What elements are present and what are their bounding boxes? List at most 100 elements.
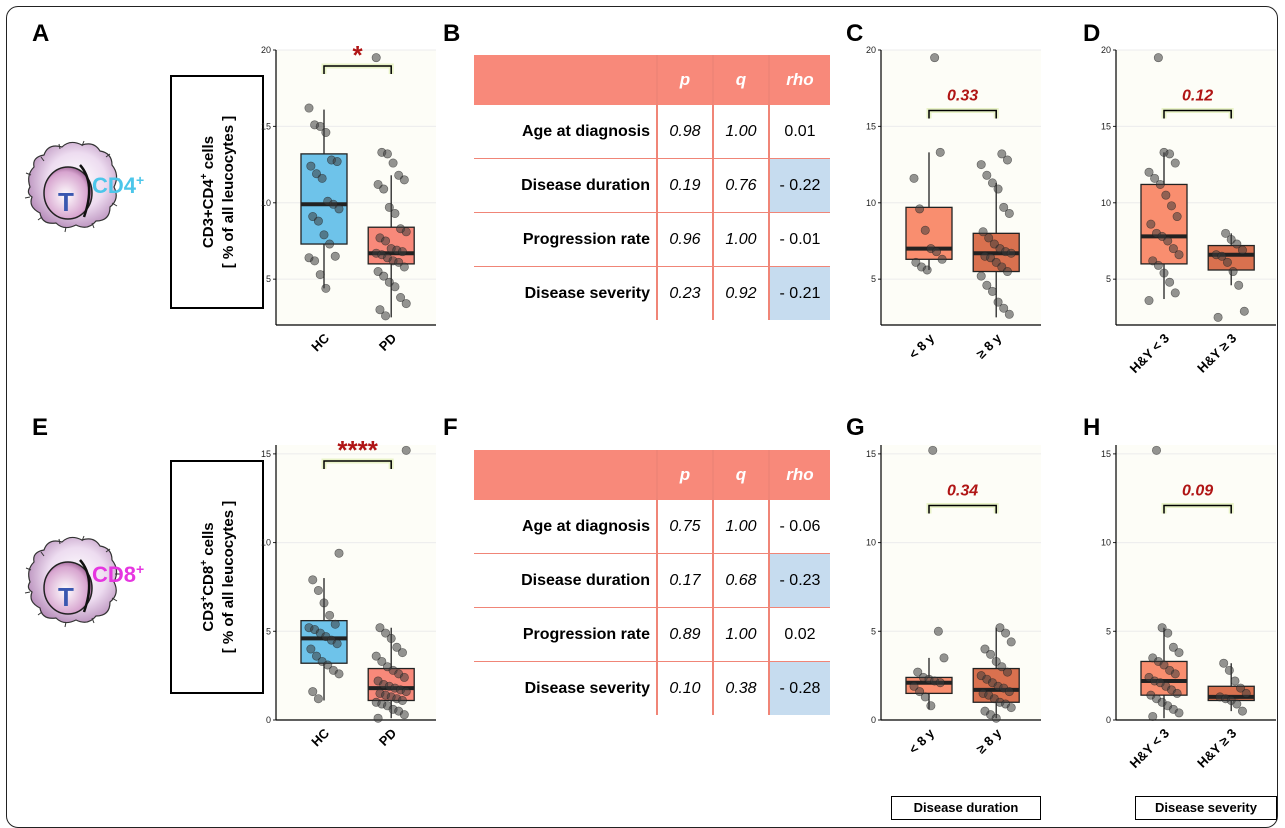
- table-row: Age at diagnosis 0.75 1.00 - 0.06: [474, 500, 830, 554]
- y-tick-label: 5: [1106, 626, 1111, 636]
- data-point: [401, 445, 411, 455]
- data-point: [976, 271, 986, 281]
- panel-label-f: F: [443, 414, 458, 441]
- panel-label-c: C: [846, 20, 864, 47]
- data-point: [382, 149, 392, 159]
- data-point: [381, 628, 391, 638]
- data-point: [313, 694, 323, 704]
- data-point: [1006, 637, 1016, 647]
- data-point: [1155, 179, 1165, 189]
- data-point: [401, 299, 411, 309]
- header-q: q: [712, 55, 769, 105]
- data-point: [308, 575, 318, 585]
- q-value: 0.38: [712, 661, 769, 715]
- y-tick-label: 15: [261, 449, 271, 459]
- data-point: [1232, 239, 1242, 249]
- data-point: [982, 170, 992, 180]
- data-point: [922, 265, 932, 275]
- correlation-table-f: p q rho Age at diagnosis 0.75 1.00 - 0.0…: [474, 450, 830, 715]
- rho-value: - 0.22: [768, 158, 830, 213]
- x-tick-label: HC: [308, 330, 332, 354]
- panel-label-b: B: [443, 20, 461, 47]
- data-point: [997, 149, 1007, 159]
- x-tick-label: H&Y ≥ 3: [1194, 331, 1239, 376]
- data-point: [1224, 665, 1234, 675]
- data-point: [987, 286, 997, 296]
- data-point: [396, 293, 406, 303]
- header-q: q: [712, 450, 769, 500]
- y-tick-label: 10: [866, 538, 876, 548]
- data-point: [980, 644, 990, 654]
- data-point: [1170, 288, 1180, 298]
- data-point: [1001, 628, 1011, 638]
- row-label: Age at diagnosis: [474, 105, 657, 159]
- header-label-cell: [474, 450, 657, 500]
- y-tick-label: 20: [261, 45, 271, 55]
- significance-bracket: [928, 109, 997, 119]
- data-point: [325, 610, 335, 620]
- data-point: [915, 687, 925, 697]
- data-point: [1165, 149, 1175, 159]
- data-point: [319, 598, 329, 608]
- data-point: [397, 648, 407, 658]
- row-label: Progression rate: [474, 607, 657, 662]
- data-point: [1002, 667, 1012, 677]
- y-tick-label: 10: [261, 538, 271, 548]
- x-tick-label: < 8 y: [906, 330, 938, 362]
- data-point: [397, 695, 407, 705]
- header-rho: rho: [768, 450, 830, 500]
- data-point: [384, 202, 394, 212]
- y-tick-label: 5: [266, 274, 271, 284]
- y-tick-label: 5: [266, 626, 271, 636]
- data-point: [388, 158, 398, 168]
- data-point: [937, 254, 947, 264]
- significance-label: 0.33: [947, 88, 978, 105]
- data-point: [1230, 676, 1240, 686]
- data-point: [930, 53, 940, 63]
- data-point: [1002, 267, 1012, 277]
- data-point: [933, 626, 943, 636]
- y-tick-label: 10: [1101, 198, 1111, 208]
- rho-value: - 0.23: [768, 553, 830, 608]
- data-point: [1006, 703, 1016, 713]
- data-point: [334, 548, 344, 558]
- x-tick-label: H&Y ≥ 3: [1194, 726, 1239, 771]
- data-point: [325, 239, 335, 249]
- table-row: Progression rate 0.96 1.00 - 0.01: [474, 212, 830, 267]
- data-point: [1159, 660, 1169, 670]
- y-tick-label: 5: [1106, 274, 1111, 284]
- x-tick-label: PD: [376, 726, 399, 749]
- data-point: [1170, 669, 1180, 679]
- data-point: [935, 147, 945, 157]
- table-row: Age at diagnosis 0.98 1.00 0.01: [474, 105, 830, 159]
- cd4-marker-label: CD4+: [92, 172, 144, 198]
- boxplot-cd4-duration: 5 10 15 20 < 8 y ≥ 8 y 0.33: [866, 45, 1041, 362]
- data-point: [311, 651, 321, 661]
- p-value: 0.23: [656, 266, 713, 320]
- rho-value: 0.01: [768, 105, 830, 159]
- row-label: Age at diagnosis: [474, 500, 657, 554]
- data-point: [986, 649, 996, 659]
- data-point: [1228, 267, 1238, 277]
- table-row: Disease severity 0.23 0.92 - 0.21: [474, 266, 830, 320]
- rho-value: 0.02: [768, 607, 830, 662]
- data-point: [373, 713, 383, 723]
- p-value: 0.10: [656, 661, 713, 715]
- header-p: p: [656, 55, 713, 105]
- data-point: [1172, 212, 1182, 222]
- panel-label-d: D: [1083, 20, 1101, 47]
- data-point: [334, 204, 344, 214]
- data-point: [1161, 190, 1171, 200]
- data-point: [401, 227, 411, 237]
- data-point: [308, 687, 318, 697]
- data-point: [1004, 309, 1014, 319]
- x-tick-label: H&Y < 3: [1127, 726, 1172, 771]
- y-tick-label: 15: [1101, 449, 1111, 459]
- y-tick-label: 20: [1101, 45, 1111, 55]
- header-rho: rho: [768, 55, 830, 105]
- caption-disease-severity: Disease severity: [1135, 796, 1277, 820]
- data-point: [1221, 228, 1231, 238]
- data-point: [375, 623, 385, 633]
- rho-value: - 0.21: [768, 266, 830, 320]
- header-p: p: [656, 450, 713, 500]
